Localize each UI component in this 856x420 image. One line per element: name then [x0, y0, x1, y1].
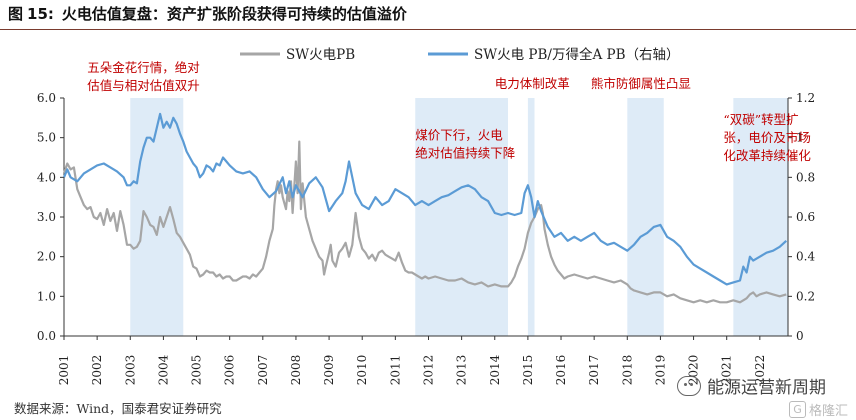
annotation-line: 五朵金花行情，绝对 [87, 60, 200, 75]
x-tick-label: 2021 [720, 355, 734, 386]
shaded-period-3 [627, 98, 664, 336]
annotation-line: 煤价下行，火电 [415, 128, 503, 143]
right-tick-label: 1 [796, 131, 804, 145]
x-tick-label: 2008 [289, 355, 303, 386]
x-tick-label: 2013 [455, 355, 469, 386]
x-tick-label: 2018 [620, 355, 634, 386]
chart-title: 火电估值复盘：资产扩张阶段获得可持续的估值溢价 [61, 5, 407, 23]
figure-title-bar: 图 15: 火电估值复盘：资产扩张阶段获得可持续的估值溢价 [0, 0, 856, 30]
wechat-icon [677, 375, 701, 396]
x-tick-label: 2010 [355, 355, 369, 386]
right-tick-label: 1.2 [796, 91, 815, 105]
x-tick-label: 2014 [488, 354, 502, 385]
left-tick-label: 1.0 [37, 289, 56, 303]
annotation-line: 熊市防御属性凸显 [591, 76, 691, 91]
left-tick-label: 6.0 [37, 91, 56, 105]
left-tick-label: 4.0 [37, 170, 56, 184]
x-tick-label: 2003 [123, 355, 137, 386]
figure-label: 图 [8, 5, 24, 23]
annotation-2: 电力体制改革 [495, 76, 570, 91]
shaded-period-0 [130, 98, 184, 336]
right-tick-label: 0.8 [796, 170, 815, 184]
annotation-line: 估值与相对估值双升 [87, 78, 200, 93]
x-tick-label: 2002 [90, 355, 104, 386]
x-tick-label: 2012 [421, 355, 435, 386]
shaded-period-2 [527, 98, 535, 336]
right-tick-label: 0.4 [796, 250, 815, 264]
watermark: 能源运营新周期 [677, 373, 826, 398]
left-tick-label: 5.0 [37, 131, 56, 145]
left-tick-label: 2.0 [37, 250, 56, 264]
x-tick-label: 2007 [256, 355, 270, 386]
shaded-period-1 [415, 98, 509, 336]
x-tick-label: 2019 [653, 355, 667, 386]
series-line-0 [62, 140, 787, 304]
annotation-line: 绝对估值持续下降 [415, 146, 516, 161]
data-source: 数据来源：Wind，国泰君安证券研究 [14, 401, 222, 416]
x-tick-label: 2011 [388, 355, 402, 386]
line-chart: 0.0 1.0 2.0 3.0 4.0 5.0 6.0 0 0.2 0.4 0.6 0.8 1 1.2 20… [37, 46, 816, 386]
x-tick-label: 2015 [521, 355, 535, 386]
x-tick-label: 2004 [156, 354, 170, 385]
right-tick-label: 0.6 [796, 210, 815, 224]
x-tick-label: 2009 [322, 355, 336, 386]
annotation-3: 熊市防御属性凸显 [591, 76, 691, 91]
annotation-line: 化改革持续催化 [723, 148, 811, 163]
annotation-line: 张，电价及市场 [723, 130, 811, 145]
x-tick-label: 2001 [57, 355, 71, 386]
x-tick-label: 2005 [190, 355, 204, 386]
x-tick-label: 2022 [753, 355, 767, 386]
right-tick-label: 0.2 [796, 289, 815, 303]
left-tick-label: 3.0 [37, 210, 56, 224]
legend-label-1: SW火电 PB/万得全A PB（右轴） [474, 46, 680, 63]
gelonghui-logo-icon: G [788, 401, 806, 418]
watermark-sub: G 格隆汇 [788, 400, 848, 419]
x-tick-label: 2017 [587, 355, 601, 386]
legend-label-0: SW火电PB [286, 47, 355, 63]
annotation-line: “双碳”转型扩 [723, 112, 798, 127]
x-tick-label: 2016 [554, 355, 568, 386]
x-tick-label: 2006 [223, 355, 237, 386]
watermark-text: 能源运营新周期 [707, 378, 826, 398]
watermark-sub-text: 格隆汇 [808, 404, 848, 419]
series-line-1 [62, 112, 788, 286]
annotation-line: 电力体制改革 [495, 76, 570, 91]
figure-number: 15: [27, 5, 54, 23]
left-tick-label: 0.0 [37, 329, 56, 343]
right-tick-label: 0 [796, 329, 804, 343]
